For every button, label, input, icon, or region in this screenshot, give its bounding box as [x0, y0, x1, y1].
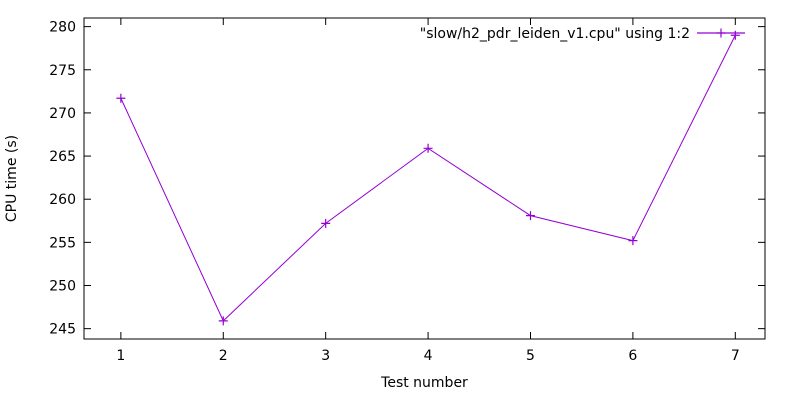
legend-sample-marker: [716, 28, 726, 38]
series-line: [120, 35, 736, 322]
x-tick-label: 2: [219, 348, 228, 364]
y-tick-label: 270: [49, 106, 76, 122]
y-axis-title: CPU time (s): [4, 135, 20, 222]
x-tick-label: 7: [731, 348, 740, 364]
data-series: [116, 30, 740, 326]
y-tick-label: 255: [49, 235, 76, 251]
x-tick-label: 5: [526, 348, 535, 364]
axis-tick-labels: 1 2 3 4 5 6 7 245 250 255 260 265 270 275 280: [49, 20, 739, 364]
plot-border: [83, 17, 766, 340]
x-tick-label: 4: [424, 348, 433, 364]
x-tick-label: 3: [321, 348, 330, 364]
x-axis-title: Test number: [380, 375, 468, 391]
y-tick-label: 280: [49, 20, 76, 36]
y-tick-label: 275: [49, 63, 76, 79]
y-tick-label: 265: [49, 149, 76, 165]
x-tick-label: 1: [116, 348, 125, 364]
x-tick-label: 6: [628, 348, 637, 364]
axis-ticks: [84, 18, 765, 339]
legend-sample: [697, 28, 745, 38]
legend-label: "slow/h2_pdr_leiden_v1.cpu" using 1:2: [420, 26, 690, 42]
y-tick-label: 245: [49, 322, 76, 338]
y-tick-label: 260: [49, 192, 76, 208]
y-tick-label: 250: [49, 279, 76, 295]
series-markers: [116, 30, 740, 326]
